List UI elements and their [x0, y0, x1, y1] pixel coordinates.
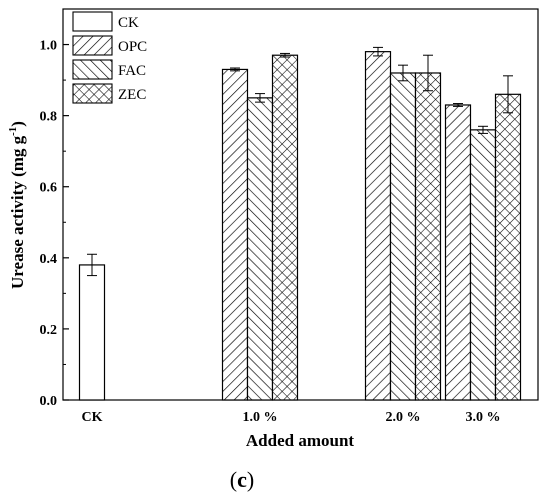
y-axis-title-end: ) — [8, 121, 27, 127]
bar-zec — [271, 54, 299, 401]
legend-swatch-fac — [72, 59, 113, 80]
bar-fac — [469, 129, 497, 401]
bar-opc — [364, 51, 392, 401]
y-axis-title-sup: -1 — [7, 127, 19, 136]
y-tick-label: 0.6 — [40, 181, 58, 196]
legend-swatch-zec — [72, 83, 113, 104]
x-tick-label: 3.0 % — [466, 410, 501, 425]
x-tick-label: CK — [82, 410, 103, 425]
bar-zec — [414, 72, 442, 401]
legend-label-ck: CK — [118, 15, 139, 31]
legend-label-zec: ZEC — [118, 87, 146, 103]
y-tick-label: 0.8 — [40, 110, 58, 125]
panel-label: (c) — [230, 467, 254, 492]
y-tick-label: 0.0 — [40, 394, 58, 409]
x-tick-label: 1.0 % — [243, 410, 278, 425]
y-tick-label: 1.0 — [40, 39, 58, 54]
x-axis-title: Added amount — [246, 431, 355, 450]
panel-label-open: ( — [230, 467, 237, 492]
bar-fac — [389, 72, 417, 401]
y-axis: 0.0 0.2 0.4 0.6 0.8 1.0 — [40, 39, 69, 409]
x-tick-label: 2.0 % — [386, 410, 421, 425]
y-tick-label: 0.2 — [40, 323, 58, 338]
legend: CK OPC FAC ZEC — [72, 11, 147, 104]
y-axis-title: Urease activity (mg g-1) — [7, 121, 27, 289]
panel-label-close: ) — [247, 467, 254, 492]
panel-label-letter: c — [237, 467, 247, 492]
plot-frame — [62, 8, 539, 401]
y-tick-label: 0.4 — [40, 252, 58, 267]
bar-ck — [78, 264, 106, 401]
bars — [78, 46, 522, 401]
legend-label-opc: OPC — [118, 39, 147, 55]
legend-label-fac: FAC — [118, 63, 146, 79]
bar-opc — [444, 104, 472, 401]
legend-swatch-ck — [72, 11, 113, 32]
y-axis-title-main: Urease activity (mg g — [8, 135, 27, 289]
bar-fac — [246, 97, 274, 401]
bar-opc — [221, 68, 249, 401]
legend-swatch-opc — [72, 35, 113, 56]
bar-zec — [494, 93, 522, 401]
